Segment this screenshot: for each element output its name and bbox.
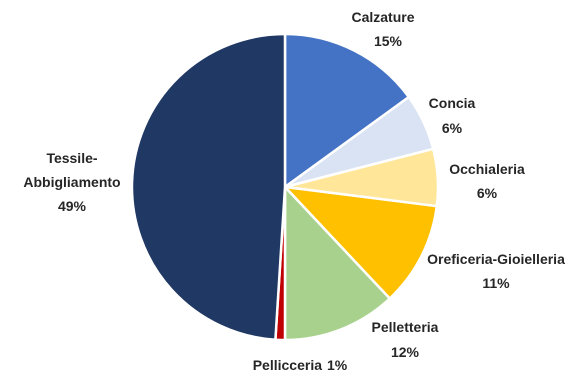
label-calzature-name: Calzature <box>351 9 414 25</box>
label-occhialeria-name: Occhialeria <box>449 161 525 177</box>
pie-slice-pelletteria <box>283 183 392 342</box>
label-oreficeria-value: 11% <box>482 275 510 291</box>
label-tessile-name-line2: Abbigliamento <box>23 174 120 190</box>
pie-slice-oreficeria-gioielleria <box>281 185 439 301</box>
pie-slices <box>130 32 440 342</box>
label-tessile-value: 49% <box>58 198 87 214</box>
pie-slice-calzature <box>283 32 411 190</box>
label-oreficeria-name: Oreficeria-Gioielleria <box>427 251 565 267</box>
label-pelletteria-value: 12% <box>391 344 420 360</box>
label-pellicceria-value: 1% <box>327 357 348 373</box>
label-occhialeria-value: 6% <box>477 185 498 201</box>
label-concia-name: Concia <box>429 95 476 111</box>
pie-slice-tessile-abbigliamento <box>130 32 287 342</box>
label-concia-value: 6% <box>442 120 463 136</box>
label-pelletteria-name: Pelletteria <box>372 319 439 335</box>
label-calzature-value: 15% <box>374 33 403 49</box>
label-pellicceria-name: Pellicceria <box>253 357 322 373</box>
label-tessile-name-line1: Tessile- <box>46 150 97 166</box>
